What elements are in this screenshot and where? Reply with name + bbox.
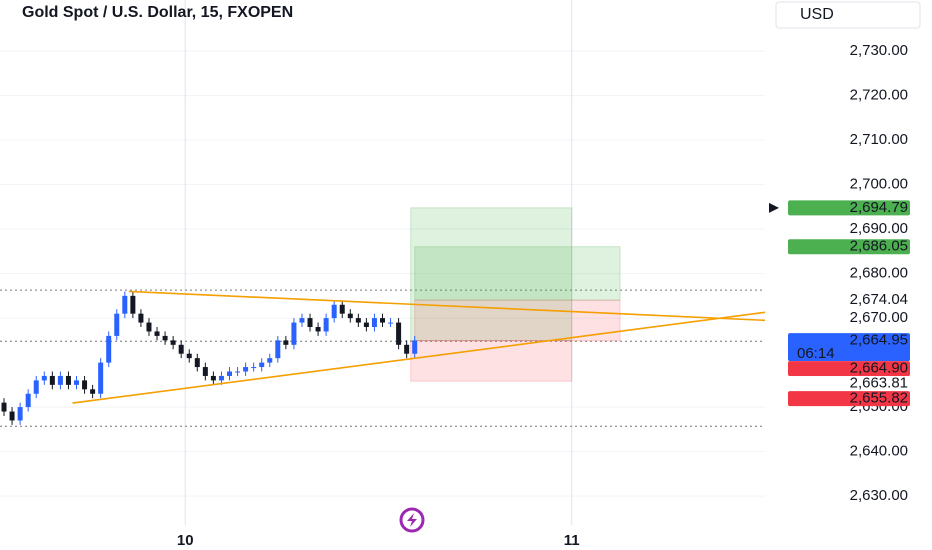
- y-tick-label: 2,710.00: [850, 131, 908, 148]
- y-tick-label: 2,700.00: [850, 176, 908, 193]
- price-label-box: [788, 391, 910, 407]
- candle-body: [49, 375, 55, 385]
- candle-body: [243, 367, 249, 372]
- candle-body: [33, 380, 39, 394]
- profit-zone: [414, 246, 621, 301]
- candle-body: [307, 318, 313, 328]
- candle-body: [363, 322, 369, 328]
- loss-zone: [414, 299, 621, 342]
- price-label: 2,664.90: [850, 360, 908, 377]
- candle-body: [194, 358, 200, 368]
- candle-body: [315, 327, 321, 332]
- price-marker: [769, 202, 779, 213]
- price-label: 2,694.79: [850, 199, 908, 216]
- candle-body: [106, 335, 112, 363]
- candle-body: [235, 371, 241, 373]
- candle-body: [299, 318, 305, 323]
- candle-body: [82, 380, 88, 390]
- candle-body: [90, 389, 96, 394]
- candle-body: [65, 375, 71, 385]
- price-label-box: [788, 239, 910, 255]
- price-label: 2,664.95: [850, 332, 908, 349]
- candle-body: [404, 344, 410, 354]
- candle-body: [170, 340, 176, 345]
- trendline: [128, 290, 766, 322]
- candle-body: [98, 362, 104, 394]
- candle-body: [186, 353, 192, 359]
- candle-body: [146, 322, 152, 332]
- candle-body: [138, 313, 144, 323]
- candle-body: [9, 411, 15, 421]
- y-tick-label: 2,680.00: [850, 265, 908, 282]
- grid: [0, 0, 765, 525]
- candle-body: [218, 375, 224, 381]
- currency: USD: [800, 6, 834, 23]
- candle-body: [331, 304, 337, 319]
- candle-body: [74, 380, 79, 385]
- price-label-box: [788, 292, 910, 308]
- price-label: 2,686.05: [850, 238, 908, 255]
- candle-body: [355, 318, 361, 323]
- candle-body: [396, 322, 402, 345]
- candle-body: [371, 318, 377, 328]
- candle-body: [291, 322, 297, 345]
- candle-body: [1, 402, 7, 412]
- price-label: 2,655.82: [850, 390, 908, 407]
- candle-body: [227, 371, 232, 376]
- price-label-box: [788, 376, 910, 392]
- chart-title: Gold Spot / U.S. Dollar, 15, FXOPEN: [22, 4, 293, 21]
- candle-body: [41, 375, 47, 381]
- candle-body: [178, 344, 184, 354]
- candle-body: [57, 375, 63, 385]
- candle-body: [347, 313, 353, 319]
- candle-body: [283, 340, 289, 345]
- price-label-sub: 06:14: [797, 345, 835, 362]
- y-tick-label: 2,640.00: [850, 443, 908, 460]
- y-tick-label: 2,720.00: [850, 87, 908, 104]
- candle-body: [251, 367, 257, 369]
- candle-body: [130, 295, 136, 314]
- price-label-box: [788, 200, 910, 216]
- profit-zone: [410, 207, 573, 342]
- price-label-box: [788, 333, 910, 362]
- price-label: 2,674.04: [850, 291, 908, 308]
- candle-body: [259, 362, 265, 368]
- candle-body: [380, 318, 385, 323]
- candle-body: [25, 393, 31, 408]
- candle-body: [122, 295, 128, 314]
- candle-body: [202, 367, 208, 376]
- candle-body: [412, 340, 418, 354]
- candle-body: [275, 340, 281, 359]
- y-tick-label: 2,730.00: [850, 42, 908, 59]
- y-tick-label: 2,670.00: [850, 309, 908, 326]
- price-label-box: [788, 361, 910, 377]
- candle-body: [267, 358, 273, 363]
- y-tick-label: 2,630.00: [850, 487, 908, 504]
- candle-body: [339, 304, 345, 314]
- plot-area: [0, 207, 766, 427]
- candle-body: [154, 331, 160, 336]
- trendline: [72, 311, 766, 404]
- candle-body: [388, 322, 394, 324]
- candle-body: [162, 335, 168, 341]
- x-tick-label: 11: [564, 532, 580, 549]
- candle-body: [323, 318, 329, 332]
- candle-body: [210, 375, 216, 381]
- currency-box: [775, 1, 921, 29]
- candle-body: [114, 313, 120, 336]
- x-tick-label: 10: [177, 532, 194, 549]
- lightning-icon: [399, 507, 425, 533]
- candle-body: [17, 407, 23, 421]
- loss-zone: [410, 340, 573, 382]
- price-label: 2,663.81: [850, 375, 908, 392]
- y-tick-label: 2,690.00: [850, 220, 908, 237]
